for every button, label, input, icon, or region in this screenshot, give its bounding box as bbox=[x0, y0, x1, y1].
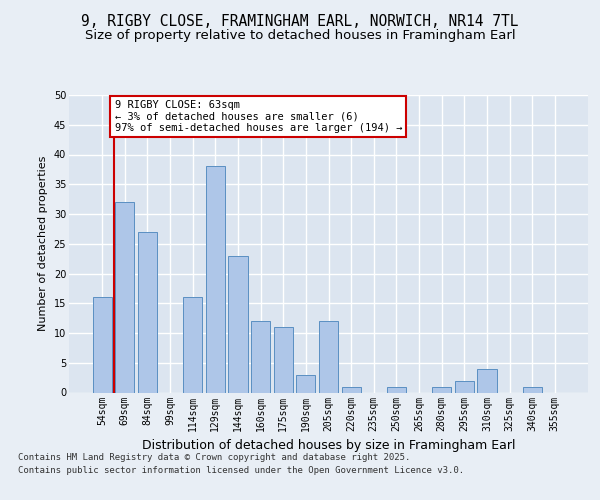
Bar bbox=[229, 256, 248, 392]
Bar bbox=[92, 298, 112, 392]
Bar bbox=[387, 386, 406, 392]
Bar bbox=[477, 368, 497, 392]
Bar bbox=[206, 166, 225, 392]
Text: Contains public sector information licensed under the Open Government Licence v3: Contains public sector information licen… bbox=[18, 466, 464, 475]
Bar bbox=[523, 386, 542, 392]
Bar bbox=[319, 321, 338, 392]
Bar bbox=[455, 380, 474, 392]
Bar bbox=[296, 374, 316, 392]
Text: Contains HM Land Registry data © Crown copyright and database right 2025.: Contains HM Land Registry data © Crown c… bbox=[18, 452, 410, 462]
Text: 9 RIGBY CLOSE: 63sqm
← 3% of detached houses are smaller (6)
97% of semi-detache: 9 RIGBY CLOSE: 63sqm ← 3% of detached ho… bbox=[115, 100, 402, 133]
X-axis label: Distribution of detached houses by size in Framingham Earl: Distribution of detached houses by size … bbox=[142, 439, 515, 452]
Bar bbox=[115, 202, 134, 392]
Bar bbox=[251, 321, 270, 392]
Bar bbox=[274, 327, 293, 392]
Bar bbox=[341, 386, 361, 392]
Y-axis label: Number of detached properties: Number of detached properties bbox=[38, 156, 48, 332]
Text: 9, RIGBY CLOSE, FRAMINGHAM EARL, NORWICH, NR14 7TL: 9, RIGBY CLOSE, FRAMINGHAM EARL, NORWICH… bbox=[81, 14, 519, 29]
Bar bbox=[183, 298, 202, 392]
Bar bbox=[432, 386, 451, 392]
Text: Size of property relative to detached houses in Framingham Earl: Size of property relative to detached ho… bbox=[85, 29, 515, 42]
Bar bbox=[138, 232, 157, 392]
